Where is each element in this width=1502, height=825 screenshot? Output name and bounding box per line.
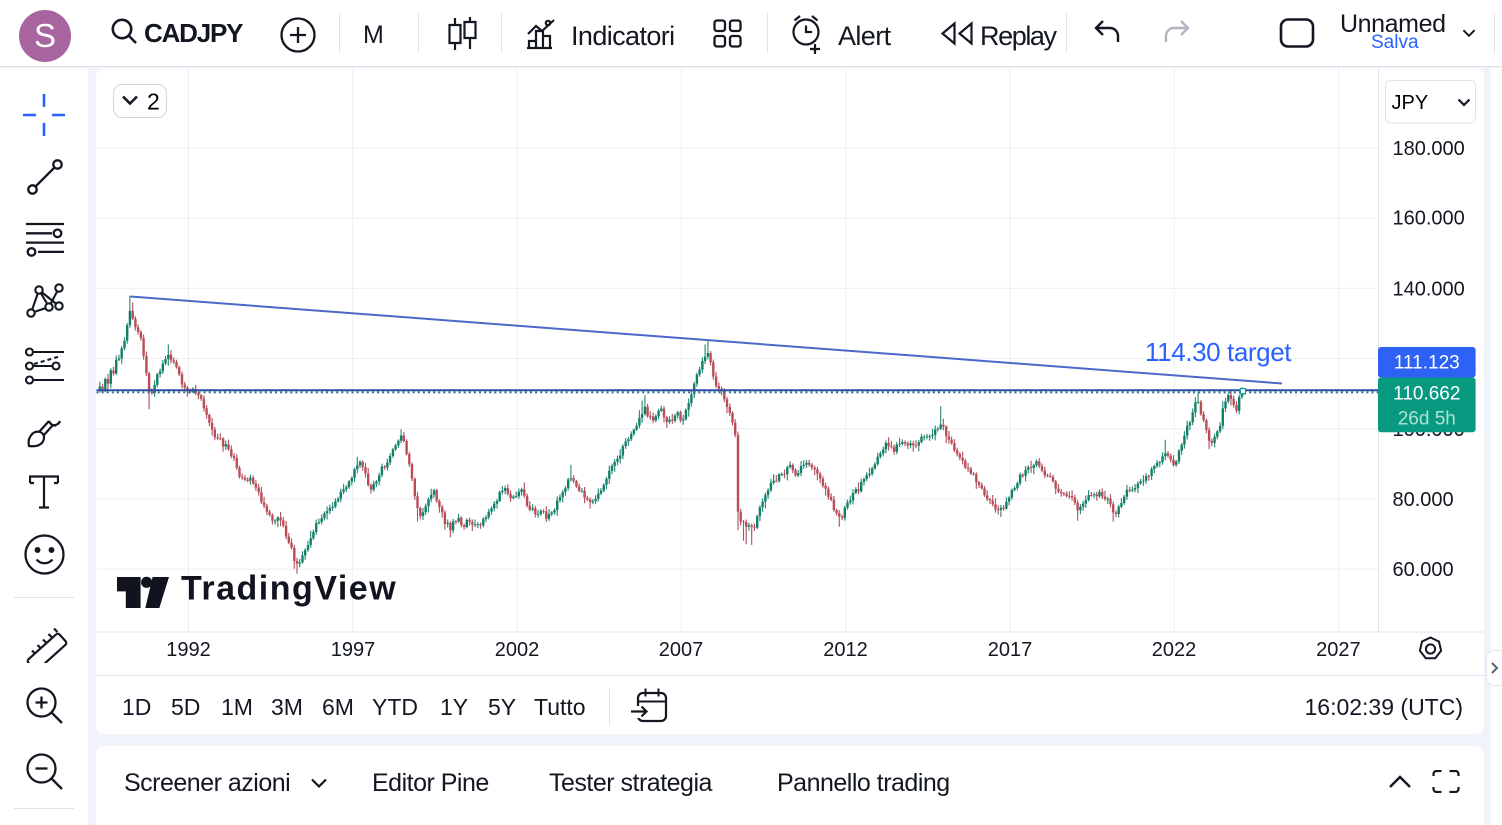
svg-text:3M: 3M: [271, 694, 303, 720]
svg-text:111.123: 111.123: [1394, 353, 1460, 374]
svg-text:TradingView: TradingView: [181, 570, 397, 608]
svg-text:114.30 target: 114.30 target: [1145, 337, 1292, 367]
svg-text:180.000: 180.000: [1393, 138, 1465, 160]
svg-text:5D: 5D: [171, 694, 200, 720]
svg-text:2017: 2017: [988, 639, 1033, 661]
svg-text:2027: 2027: [1316, 639, 1361, 661]
svg-text:26d 5h: 26d 5h: [1398, 409, 1456, 430]
svg-text:2022: 2022: [1152, 639, 1197, 661]
svg-text:16:02:39 (UTC): 16:02:39 (UTC): [1304, 694, 1463, 720]
svg-text:1Y: 1Y: [440, 694, 468, 720]
svg-text:Tutto: Tutto: [534, 694, 586, 720]
svg-text:2: 2: [147, 89, 160, 115]
svg-text:160.000: 160.000: [1393, 207, 1465, 229]
svg-text:6M: 6M: [322, 694, 354, 720]
svg-text:2012: 2012: [823, 639, 868, 661]
svg-text:1M: 1M: [221, 694, 253, 720]
svg-text:1D: 1D: [122, 694, 151, 720]
svg-text:1992: 1992: [166, 639, 211, 661]
svg-text:2002: 2002: [495, 639, 540, 661]
svg-text:2007: 2007: [659, 639, 704, 661]
svg-text:80.000: 80.000: [1393, 489, 1454, 511]
svg-text:JPY: JPY: [1392, 92, 1429, 114]
svg-text:110.662: 110.662: [1393, 384, 1460, 405]
svg-text:60.000: 60.000: [1393, 559, 1454, 581]
svg-text:5Y: 5Y: [488, 694, 516, 720]
svg-text:140.000: 140.000: [1393, 278, 1465, 300]
svg-text:YTD: YTD: [372, 694, 418, 720]
svg-text:1997: 1997: [331, 639, 376, 661]
